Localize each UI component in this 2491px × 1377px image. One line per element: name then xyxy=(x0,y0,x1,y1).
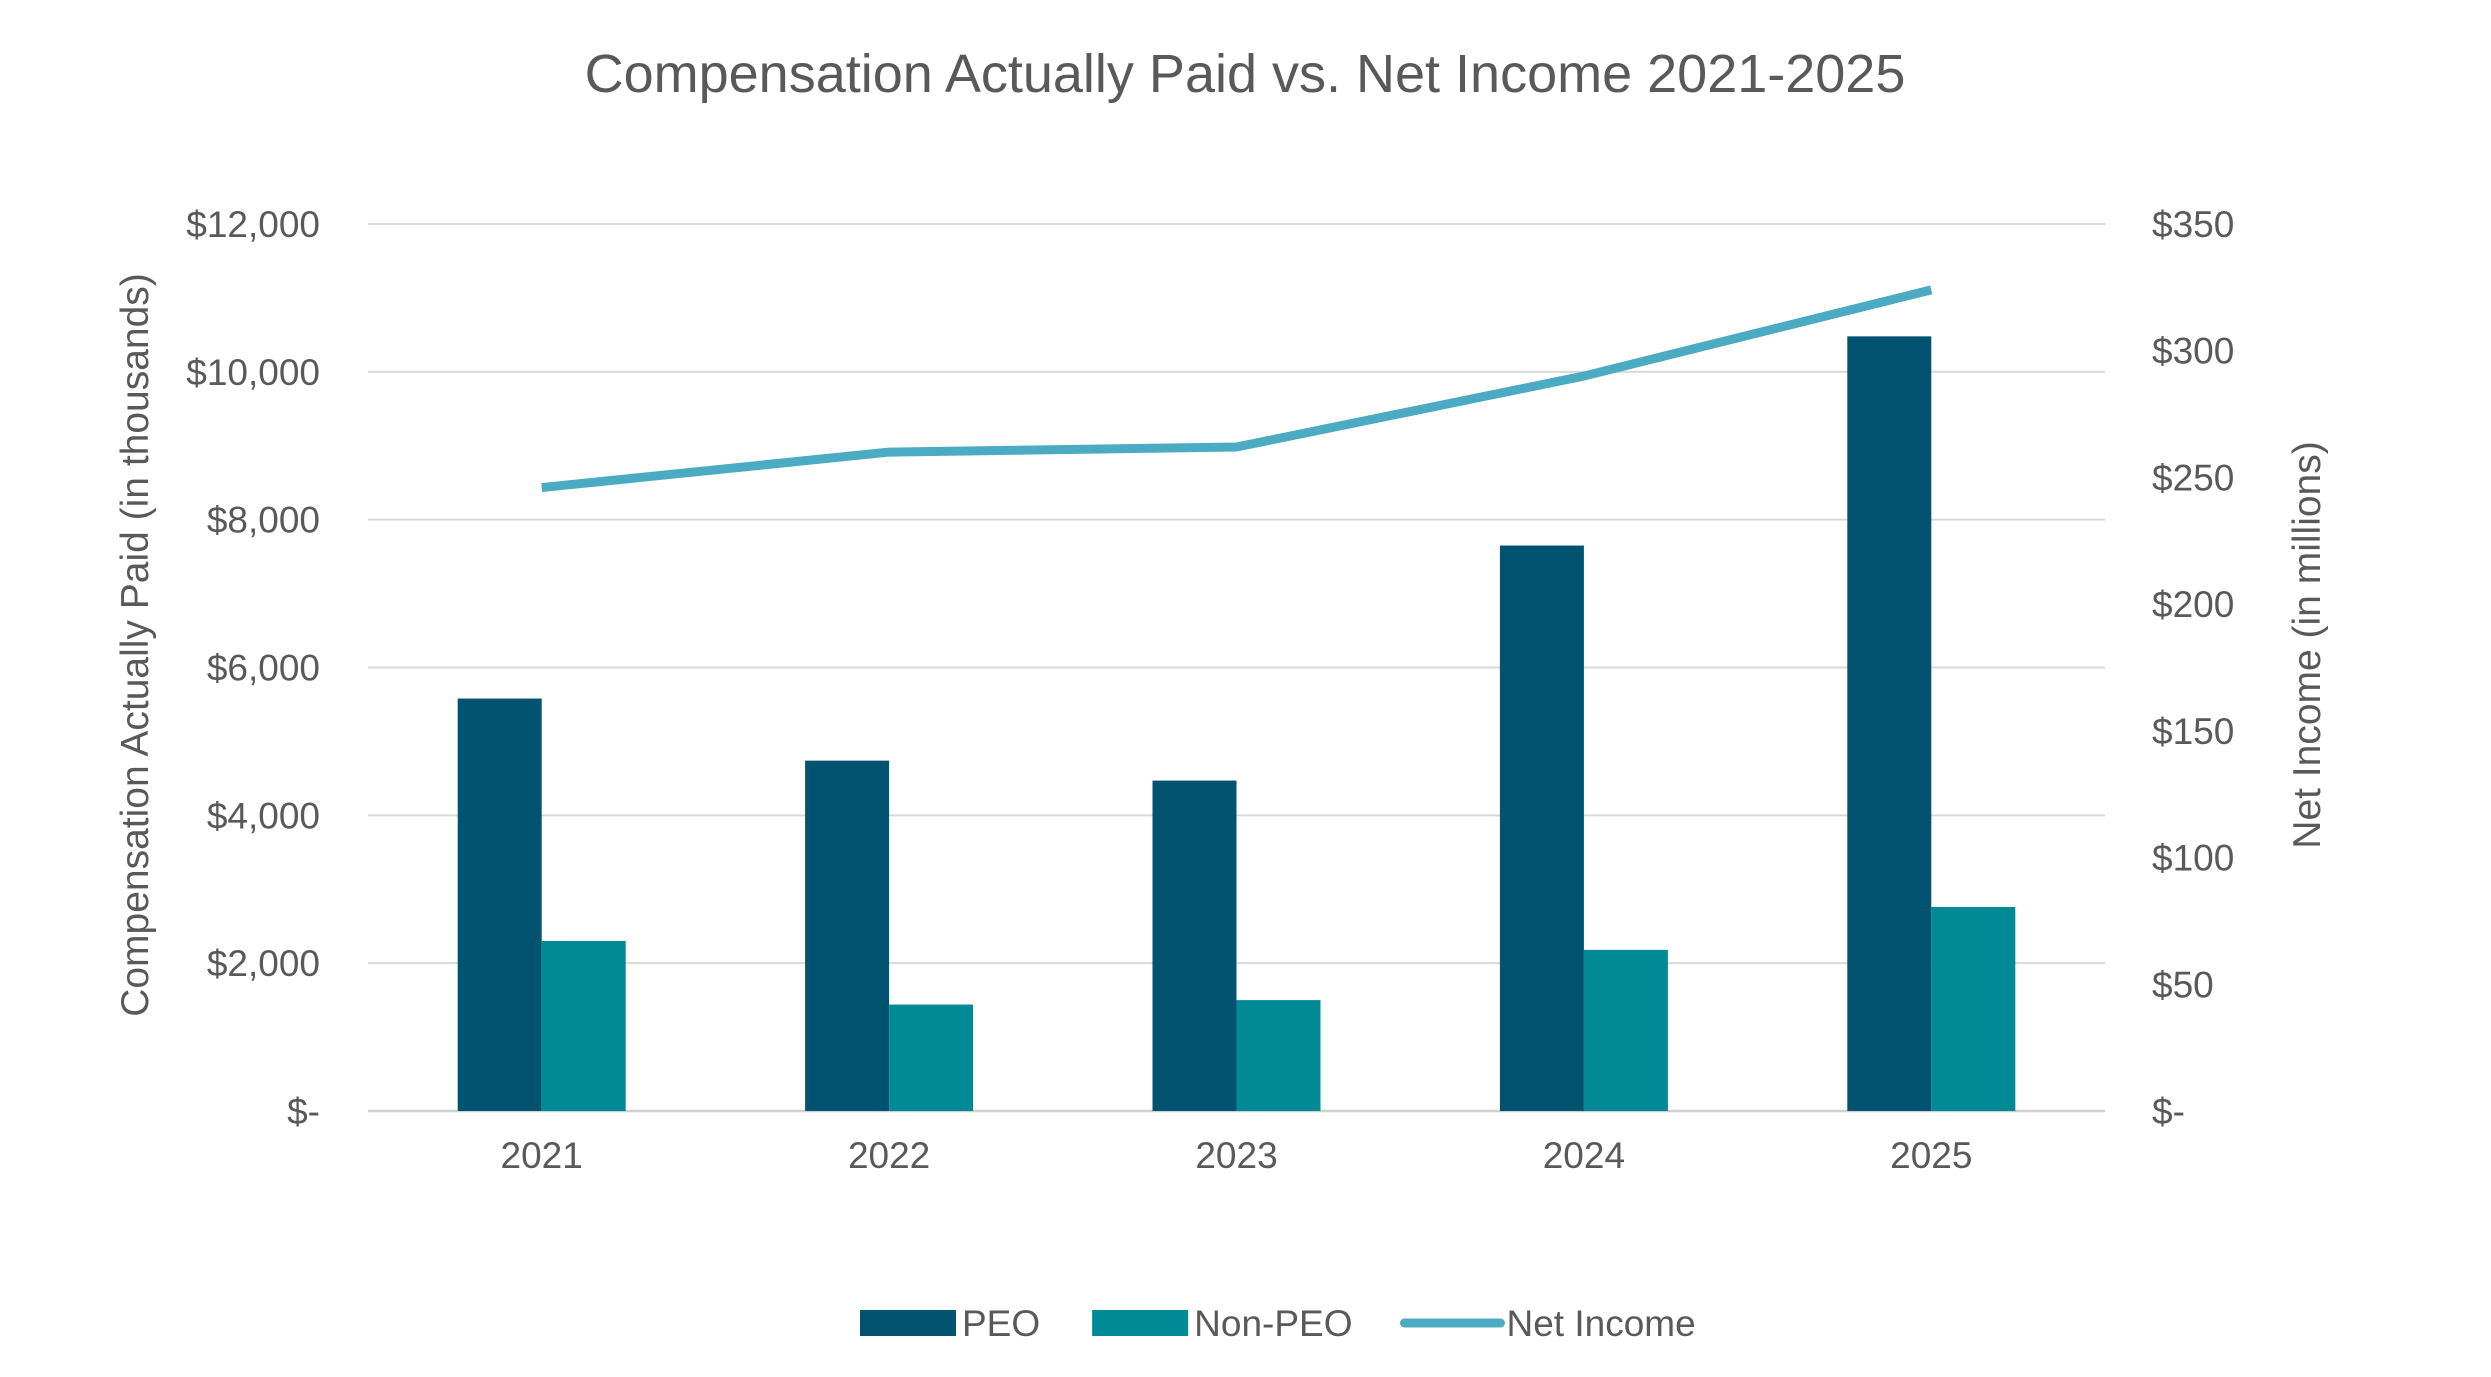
bars xyxy=(458,336,2016,1111)
legend-label-non-peo: Non-PEO xyxy=(1194,1303,1352,1344)
right-axis-title: Net Income (in millions) xyxy=(2286,441,2329,848)
x-axis-tick-label: 2023 xyxy=(1195,1135,1277,1176)
peo-bar-2022 xyxy=(805,761,889,1111)
right-axis-tick-label: $- xyxy=(2152,1091,2185,1132)
x-axis-tick-label: 2022 xyxy=(848,1135,930,1176)
right-axis-tick-label: $200 xyxy=(2152,584,2234,625)
peo-bar-2021 xyxy=(458,699,542,1111)
right-axis-tick-label: $50 xyxy=(2152,964,2214,1005)
right-axis-tick-label: $250 xyxy=(2152,457,2234,498)
right-axis-tick-label: $150 xyxy=(2152,711,2234,752)
x-axis-tick-label: 2021 xyxy=(501,1135,583,1176)
peo-bar-2023 xyxy=(1153,781,1237,1111)
left-axis-tick-label: $6,000 xyxy=(207,648,320,689)
non-peo-bar-2022 xyxy=(889,1005,973,1111)
legend-swatch-non-peo xyxy=(1092,1310,1188,1336)
non-peo-bar-2025 xyxy=(1931,907,2015,1111)
x-axis-tick-label: 2024 xyxy=(1543,1135,1625,1176)
legend-label-net-income: Net Income xyxy=(1506,1303,1695,1344)
left-axis-tick-label: $10,000 xyxy=(186,352,320,393)
right-axis-ticks: $- $50 $100 $150 $200 $250 $300 $350 xyxy=(2152,204,2234,1132)
net-income-line xyxy=(542,290,1932,488)
left-axis-tick-label: $2,000 xyxy=(207,943,320,984)
non-peo-bar-2023 xyxy=(1237,1000,1321,1111)
x-axis-tick-label: 2025 xyxy=(1890,1135,1972,1176)
peo-bar-2024 xyxy=(1500,546,1584,1111)
x-axis-ticks: 2021 2022 2023 2024 2025 xyxy=(501,1135,1973,1176)
non-peo-bar-2021 xyxy=(542,941,626,1111)
non-peo-bar-2024 xyxy=(1584,950,1668,1111)
left-axis-tick-label: $8,000 xyxy=(207,500,320,541)
right-axis-tick-label: $100 xyxy=(2152,838,2234,879)
legend-swatch-peo xyxy=(860,1310,956,1336)
left-axis-ticks: $- $2,000 $4,000 $6,000 $8,000 $10,000 $12,000 xyxy=(186,204,320,1132)
legend-label-peo: PEO xyxy=(962,1303,1040,1344)
net-income-line-layer xyxy=(542,290,1932,488)
left-axis-title: Compensation Actually Paid (in thousands… xyxy=(114,273,157,1017)
chart-title: Compensation Actually Paid vs. Net Incom… xyxy=(585,44,1906,104)
right-axis-tick-label: $300 xyxy=(2152,331,2234,372)
legend: PEO Non-PEO Net Income xyxy=(860,1303,1696,1344)
left-axis-tick-label: $12,000 xyxy=(186,204,320,245)
left-axis-tick-label: $- xyxy=(287,1091,320,1132)
right-axis-tick-label: $350 xyxy=(2152,204,2234,245)
left-axis-tick-label: $4,000 xyxy=(207,795,320,836)
peo-bar-2025 xyxy=(1847,336,1931,1111)
